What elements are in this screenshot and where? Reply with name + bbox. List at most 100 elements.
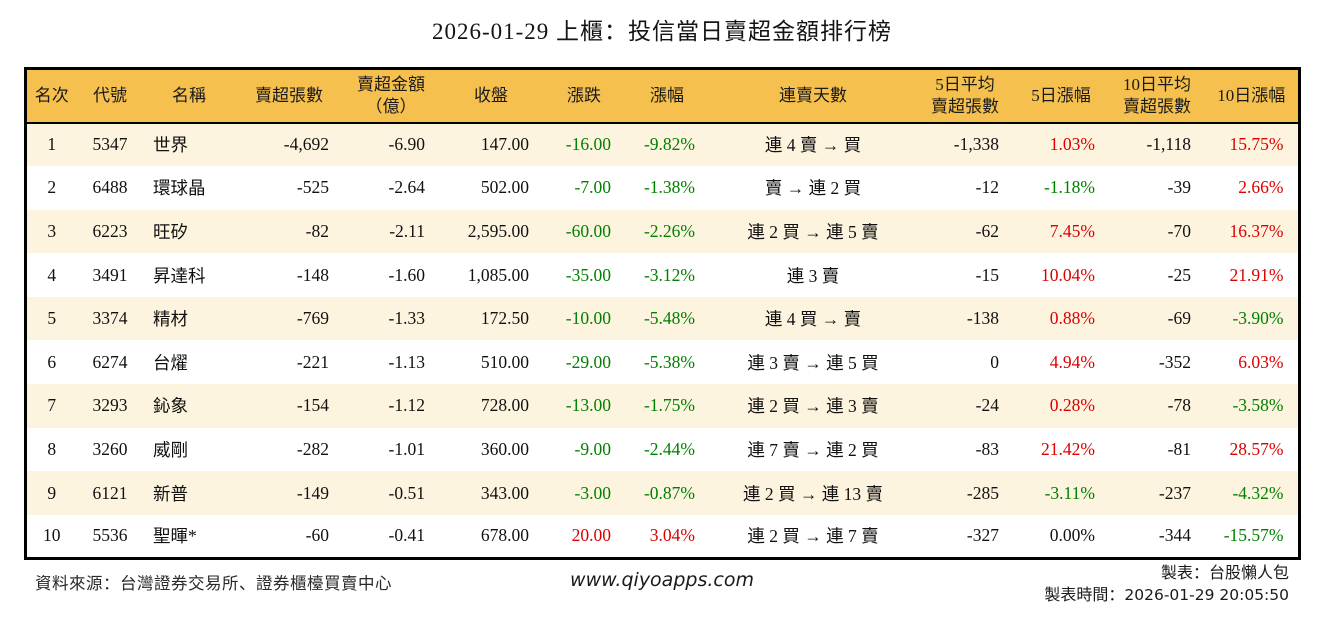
report-page: 2026-01-29 上櫃：投信當日賣超金額排行榜 名次 代號 名稱 賣超張數 賣超金額… [0,15,1324,610]
chg10-pct-cell: 6.03% [1205,340,1299,385]
code-cell: 5536 [77,514,143,559]
rank-cell: 10 [25,514,77,559]
table-header: 名次 代號 名稱 賣超張數 賣超金額 （億） 收盤 漲跌 漲幅 連賣天數 5日平均 賣超張數 5日漲幅 1… [25,68,1299,124]
code-cell: 3491 [77,253,143,297]
avg10-net-sell-lots-cell: -352 [1109,340,1205,385]
close-cell: 147.00 [439,122,543,167]
net-sell-amount-cell: -1.12 [343,384,439,428]
column-header-change: 漲跌 [543,68,625,124]
chg10-pct-cell: -3.90% [1205,296,1299,341]
chg5-pct-cell: 0.00% [1013,514,1109,559]
timestamp-label: 製表時間： [1044,587,1125,605]
net-sell-lots-cell: -82 [235,209,343,254]
net-sell-amount-cell: -1.60 [343,253,439,297]
net-sell-lots-cell: -769 [235,296,343,341]
chg5-pct-cell: 10.04% [1013,253,1109,297]
net-sell-lots-cell: -221 [235,340,343,385]
change-cell: 20.00 [543,514,625,559]
avg10-net-sell-lots-cell: -25 [1109,253,1205,297]
column-header-change-pct: 漲幅 [625,68,709,124]
table-body: 1 5347 世界 -4,692 -6.90 147.00 -16.00 -9.82% 連 4 … [25,122,1299,559]
close-cell: 502.00 [439,166,543,210]
code-cell: 6223 [77,209,143,254]
change-pct-cell: 3.04% [625,514,709,559]
table-row: 10 5536 聖暉* -60 -0.41 678.00 20.00 3.04% 連 2 買 →… [25,514,1299,559]
chg5-pct-cell: 0.88% [1013,296,1109,341]
column-header-rank: 名次 [25,68,77,124]
name-cell: 精材 [143,296,235,341]
change-cell: -35.00 [543,253,625,297]
column-header-sell-streak: 連賣天數 [709,68,917,124]
close-cell: 360.00 [439,427,543,472]
avg5-net-sell-lots-cell: -138 [917,296,1013,341]
code-cell: 5347 [77,122,143,167]
code-cell: 6121 [77,471,143,515]
change-cell: -3.00 [543,471,625,515]
name-cell: 聖暉* [143,514,235,559]
footer: 資料來源：台灣證券交易所、證券櫃檯買賣中心 www.qiyoapps.com 製… [35,560,1289,610]
net-sell-lots-cell: -525 [235,166,343,210]
chg5-pct-cell: 21.42% [1013,427,1109,472]
avg10-net-sell-lots-cell: -39 [1109,166,1205,210]
name-cell: 威剛 [143,427,235,472]
column-header-close: 收盤 [439,68,543,124]
net-sell-amount-cell: -2.64 [343,166,439,210]
avg5-net-sell-lots-cell: -83 [917,427,1013,472]
website-url: www.qiyoapps.com [570,568,754,591]
net-sell-amount-cell: -1.01 [343,427,439,472]
sell-streak-cell: 連 7 賣 → 連 2 買 [709,427,917,472]
net-sell-lots-cell: -4,692 [235,122,343,167]
avg5-net-sell-lots-cell: -1,338 [917,122,1013,167]
rank-cell: 1 [25,122,77,167]
chg10-pct-cell: 2.66% [1205,166,1299,210]
avg10-net-sell-lots-cell: -81 [1109,427,1205,472]
sell-streak-cell: 連 2 買 → 連 3 賣 [709,384,917,428]
change-pct-cell: -3.12% [625,253,709,297]
sell-streak-cell: 連 2 買 → 連 5 賣 [709,209,917,254]
change-pct-cell: -5.38% [625,340,709,385]
timestamp-line: 製表時間：2026-01-29 20:05:50 [1044,585,1289,607]
credits: 製表：台股懶人包 製表時間：2026-01-29 20:05:50 [1044,563,1289,608]
avg10-net-sell-lots-cell: -1,118 [1109,122,1205,167]
chg10-pct-cell: 16.37% [1205,209,1299,254]
net-sell-lots-cell: -60 [235,514,343,559]
avg10-net-sell-lots-cell: -78 [1109,384,1205,428]
chg10-pct-cell: -4.32% [1205,471,1299,515]
page-title: 2026-01-29 上櫃：投信當日賣超金額排行榜 [431,19,893,44]
net-sell-lots-cell: -149 [235,471,343,515]
table-row: 3 6223 旺矽 -82 -2.11 2,595.00 -60.00 -2.26% 連 2 買… [25,209,1299,254]
change-pct-cell: -2.44% [625,427,709,472]
close-cell: 343.00 [439,471,543,515]
name-cell: 鈊象 [143,384,235,428]
net-sell-amount-cell: -6.90 [343,122,439,167]
name-cell: 旺矽 [143,209,235,254]
column-header-avg5-net-sell-lots: 5日平均 賣超張數 [917,68,1013,124]
chg10-pct-cell: 15.75% [1205,122,1299,167]
change-pct-cell: -1.75% [625,384,709,428]
close-cell: 728.00 [439,384,543,428]
avg10-net-sell-lots-cell: -237 [1109,471,1205,515]
chg5-pct-cell: 4.94% [1013,340,1109,385]
change-cell: -16.00 [543,122,625,167]
table-row: 2 6488 環球晶 -525 -2.64 502.00 -7.00 -1.38% 賣 → 連 … [25,166,1299,210]
column-header-net-sell-amount: 賣超金額 （億） [343,68,439,124]
column-header-net-sell-lots: 賣超張數 [235,68,343,124]
change-cell: -9.00 [543,427,625,472]
avg5-net-sell-lots-cell: 0 [917,340,1013,385]
rank-cell: 9 [25,471,77,515]
change-cell: -29.00 [543,340,625,385]
chg5-pct-cell: -1.18% [1013,166,1109,210]
avg10-net-sell-lots-cell: -70 [1109,209,1205,254]
maker-line: 製表：台股懶人包 [1160,564,1289,582]
data-source-note: 資料來源：台灣證券交易所、證券櫃檯買賣中心 [35,573,392,593]
close-cell: 678.00 [439,514,543,559]
change-cell: -13.00 [543,384,625,428]
avg10-net-sell-lots-cell: -344 [1109,514,1205,559]
net-sell-lots-cell: -148 [235,253,343,297]
avg5-net-sell-lots-cell: -285 [917,471,1013,515]
code-cell: 3293 [77,384,143,428]
name-cell: 新普 [143,471,235,515]
column-header-avg10-net-sell-lots: 10日平均 賣超張數 [1109,68,1205,124]
timestamp-value: 2026-01-29 20:05:50 [1124,586,1289,605]
change-pct-cell: -5.48% [625,296,709,341]
